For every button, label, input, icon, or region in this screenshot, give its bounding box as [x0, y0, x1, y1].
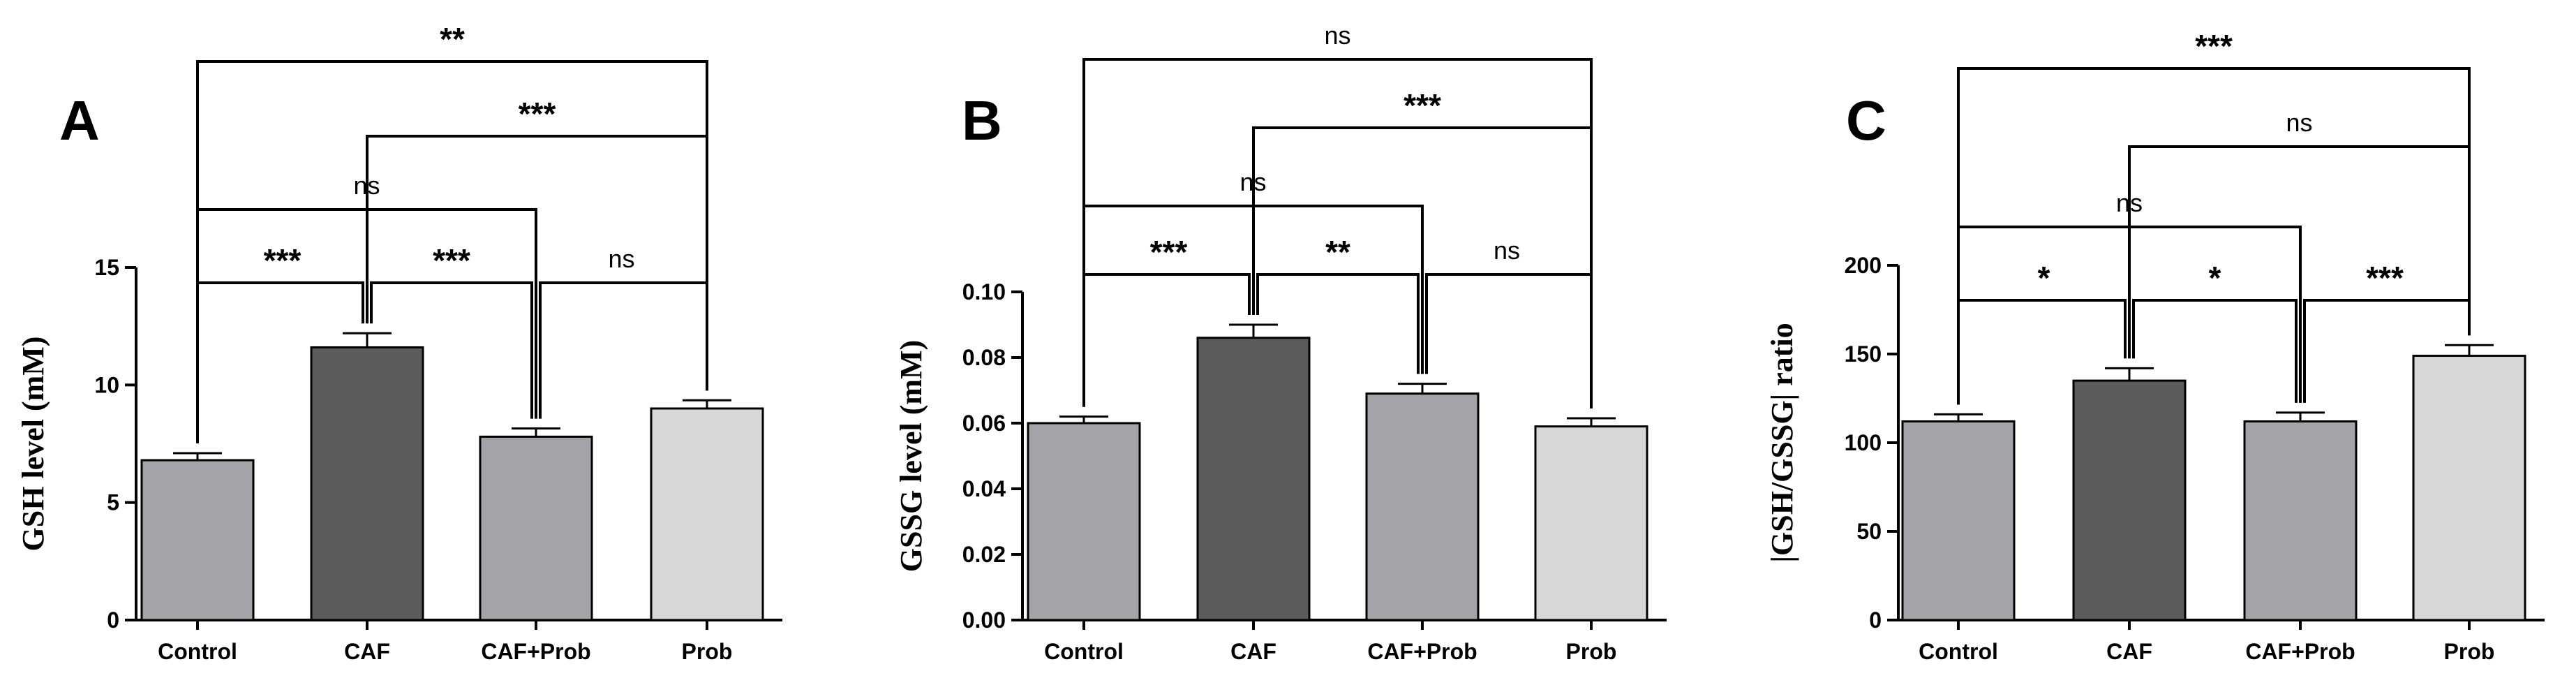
panel-label: B: [962, 89, 1002, 152]
y-axis-label: GSSG level (mM): [894, 340, 928, 572]
x-tick-label: CAF: [344, 639, 390, 664]
x-tick-label: Control: [1044, 639, 1124, 664]
bar-control: [1027, 422, 1141, 621]
y-tick-label: 10: [94, 372, 119, 397]
significance-label: **: [440, 21, 465, 57]
panel-b: B GSSG level (mM) 0.00 0.02 0.04 0.06 0.08 0.10…: [894, 21, 1667, 664]
y-tick-label: 0.02: [962, 542, 1006, 567]
bar-prob: [650, 407, 764, 621]
y-tick-label: 0.06: [962, 411, 1006, 436]
x-tick-label: CAF: [1230, 639, 1276, 664]
y-tick-label: 15: [94, 255, 119, 280]
bar-caf: [1196, 337, 1311, 621]
significance-bracket: [1256, 273, 1420, 374]
y-axis-label: GSH level (mM): [16, 337, 50, 552]
y-tick-label: 5: [107, 490, 119, 515]
significance-bracket: [1957, 67, 2471, 405]
y-tick-label: 0.00: [962, 607, 1006, 633]
significance-bracket: [1425, 273, 1593, 408]
x-tick-label: CAF+Prob: [481, 639, 590, 664]
x-tick-label: Control: [1919, 639, 1998, 664]
y-tick-label: 50: [1856, 519, 1882, 544]
significance-label: *: [2209, 260, 2221, 296]
significance-label: ***: [2195, 28, 2233, 64]
significance-label: ns: [1324, 21, 1350, 50]
bar-caf: [2072, 379, 2187, 621]
panel-c: C |GSH/GSSG| ratio 0 50 100 150 200 Control CAF C…: [1765, 28, 2545, 664]
significance-bracket: [1082, 58, 1593, 408]
y-axis-label: |GSH/GSSG| ratio: [1765, 323, 1799, 562]
y-tick-label: 150: [1845, 341, 1882, 367]
x-tick-label: CAF+Prob: [1367, 639, 1477, 664]
significance-label: ***: [2366, 260, 2404, 296]
significance-label: ns: [608, 244, 634, 273]
x-tick-label: CAF+Prob: [2245, 639, 2355, 664]
significance-label: ***: [433, 242, 470, 279]
bar-control: [140, 459, 255, 621]
panel-a: A GSH level (mM) 0 5 10 15 Control CAF CAF+Prob P…: [16, 21, 782, 664]
bar-caf: [310, 346, 424, 621]
significance-label: ***: [519, 96, 556, 132]
x-tick-label: CAF: [2106, 639, 2152, 664]
significance-label: *: [2038, 260, 2050, 296]
x-tick-label: Prob: [682, 639, 733, 664]
significance-label: ns: [2286, 108, 2312, 137]
y-tick-label: 0.08: [962, 345, 1006, 370]
bar-prob: [1534, 425, 1648, 621]
x-tick-label: Prob: [2444, 639, 2495, 664]
y-tick-label: 0: [107, 607, 119, 633]
y-tick-label: 200: [1845, 253, 1882, 278]
significance-label: **: [1325, 234, 1350, 270]
significance-bracket: [370, 281, 533, 419]
significance-label: ***: [1150, 234, 1188, 270]
significance-label: ***: [1404, 87, 1441, 124]
significance-label: ns: [1494, 236, 1520, 265]
significance-bracket: [2132, 299, 2298, 403]
bar-caf-prob: [479, 435, 593, 621]
panel-label: C: [1846, 89, 1886, 152]
bar-prob: [2412, 355, 2526, 621]
y-tick-label: 0: [1869, 607, 1882, 633]
x-tick-label: Control: [158, 639, 237, 664]
significance-bracket: [196, 60, 708, 443]
panel-label: A: [59, 89, 100, 152]
significance-label: ***: [264, 242, 301, 279]
bar-caf-prob: [1365, 392, 1480, 621]
significance-bracket: [539, 281, 708, 419]
bar-control: [1901, 420, 2016, 621]
y-tick-label: 0.04: [962, 476, 1006, 501]
bar-caf-prob: [2243, 420, 2358, 621]
y-tick-label: 0.10: [962, 279, 1006, 304]
x-tick-label: Prob: [1566, 639, 1617, 664]
y-tick-label: 100: [1845, 430, 1882, 455]
